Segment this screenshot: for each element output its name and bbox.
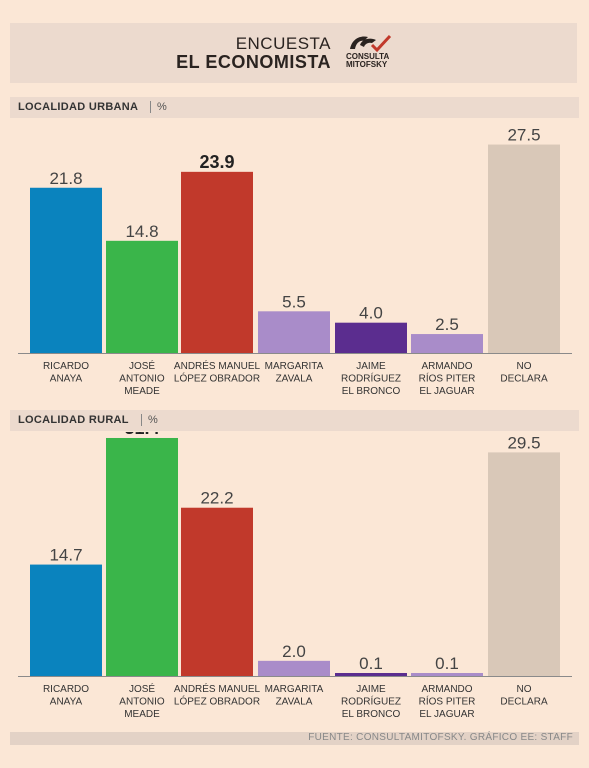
value-label-margarita-zavala: 5.5 <box>282 292 306 311</box>
bar-jose-antonio-meade <box>106 437 178 676</box>
bar-ricardo-anaya <box>30 564 102 676</box>
category-label-jose-antonio-meade: JOSÉ <box>129 359 155 372</box>
category-label-jose-antonio-meade: ANTONIO <box>119 374 165 385</box>
bar-armando-rios-piter-el-jaguar <box>411 673 483 676</box>
value-label-jaime-rodriguez-el-bronco: 0.1 <box>359 654 383 673</box>
value-label-armando-rios-piter-el-jaguar: 2.5 <box>435 315 459 334</box>
value-label-jose-antonio-meade: 31.4 <box>124 432 159 438</box>
category-label-jaime-rodriguez-el-bronco: EL BRONCO <box>342 709 401 720</box>
value-label-armando-rios-piter-el-jaguar: 0.1 <box>435 654 459 673</box>
header-line1: ENCUESTA <box>235 34 331 53</box>
category-label-jose-antonio-meade: MEADE <box>124 386 160 397</box>
bar-no-declara <box>488 452 560 676</box>
category-label-jose-antonio-meade: JOSÉ <box>129 682 155 695</box>
value-label-andres-manuel-lopez-obrador: 23.9 <box>199 152 234 172</box>
bar-margarita-zavala <box>258 311 330 353</box>
header-banner: ENCUESTA EL ECONOMISTA <box>10 23 577 83</box>
bar-andres-manuel-lopez-obrador <box>181 507 253 676</box>
category-label-jose-antonio-meade: ANTONIO <box>119 697 165 708</box>
category-label-armando-rios-piter-el-jaguar: ARMANDO <box>421 361 472 372</box>
category-label-no-declara: DECLARA <box>500 374 548 385</box>
category-label-andres-manuel-lopez-obrador: LÓPEZ OBRADOR <box>174 695 260 708</box>
category-label-andres-manuel-lopez-obrador: ANDRÉS MANUEL <box>174 682 261 695</box>
section-unit-rural: % <box>141 414 158 426</box>
category-label-margarita-zavala: MARGARITA <box>265 361 324 372</box>
value-label-ricardo-anaya: 14.7 <box>49 546 82 565</box>
value-label-no-declara: 27.5 <box>507 126 540 145</box>
category-label-armando-rios-piter-el-jaguar: RÍOS PITER <box>419 695 476 708</box>
bar-andres-manuel-lopez-obrador <box>181 171 253 353</box>
category-label-jaime-rodriguez-el-bronco: RODRÍGUEZ <box>341 695 401 708</box>
logo-text-mitofsky: MITOFSKY <box>346 60 388 69</box>
section-title-urbana: LOCALIDAD URBANA <box>18 101 139 113</box>
bar-ricardo-anaya <box>30 187 102 353</box>
category-label-armando-rios-piter-el-jaguar: EL JAGUAR <box>419 709 474 720</box>
category-label-margarita-zavala: MARGARITA <box>265 684 324 695</box>
value-label-margarita-zavala: 2.0 <box>282 642 306 661</box>
section-bar-urbana: LOCALIDAD URBANA % <box>10 97 579 118</box>
section-bar-rural: LOCALIDAD RURAL % <box>10 410 579 431</box>
footer-bar: FUENTE: CONSULTAMITOFSKY. GRÁFICO EE: ST… <box>10 732 579 745</box>
bar-armando-rios-piter-el-jaguar <box>411 334 483 353</box>
category-label-andres-manuel-lopez-obrador: LÓPEZ OBRADOR <box>174 372 260 385</box>
category-label-armando-rios-piter-el-jaguar: ARMANDO <box>421 684 472 695</box>
category-label-ricardo-anaya: ANAYA <box>50 697 83 708</box>
section-unit-urbana: % <box>150 101 167 113</box>
category-label-andres-manuel-lopez-obrador: ANDRÉS MANUEL <box>174 359 261 372</box>
category-label-armando-rios-piter-el-jaguar: RÍOS PITER <box>419 372 476 385</box>
section-title-rural: LOCALIDAD RURAL <box>18 414 129 426</box>
bar-no-declara <box>488 144 560 353</box>
category-label-jaime-rodriguez-el-bronco: JAIME <box>356 361 386 372</box>
value-label-andres-manuel-lopez-obrador: 22.2 <box>200 489 233 508</box>
header-line2: EL ECONOMISTA <box>176 52 331 72</box>
bar-jaime-rodriguez-el-bronco <box>335 673 407 676</box>
category-label-no-declara: NO <box>517 361 532 372</box>
bar-margarita-zavala <box>258 660 330 676</box>
value-label-jose-antonio-meade: 14.8 <box>125 222 158 241</box>
category-label-ricardo-anaya: RICARDO <box>43 361 89 372</box>
bar-jaime-rodriguez-el-bronco <box>335 322 407 353</box>
logo-text-consulta: CONSULTA <box>346 52 390 61</box>
logo-mark-icon <box>350 34 392 53</box>
bar-jose-antonio-meade <box>106 240 178 353</box>
category-label-jose-antonio-meade: MEADE <box>124 709 160 720</box>
category-label-no-declara: DECLARA <box>500 697 548 708</box>
category-label-margarita-zavala: ZAVALA <box>276 374 313 385</box>
category-label-jaime-rodriguez-el-bronco: JAIME <box>356 684 386 695</box>
source-note: FUENTE: CONSULTAMITOFSKY. GRÁFICO EE: ST… <box>308 732 573 743</box>
category-label-armando-rios-piter-el-jaguar: EL JAGUAR <box>419 386 474 397</box>
value-label-no-declara: 29.5 <box>507 433 540 452</box>
value-label-jaime-rodriguez-el-bronco: 4.0 <box>359 304 383 323</box>
category-label-jaime-rodriguez-el-bronco: EL BRONCO <box>342 386 401 397</box>
category-label-ricardo-anaya: ANAYA <box>50 374 83 385</box>
mitofsky-logo: CONSULTA MITOFSKY <box>346 31 396 71</box>
category-label-margarita-zavala: ZAVALA <box>276 697 313 708</box>
category-label-jaime-rodriguez-el-bronco: RODRÍGUEZ <box>341 372 401 385</box>
category-label-ricardo-anaya: RICARDO <box>43 684 89 695</box>
category-label-no-declara: NO <box>517 684 532 695</box>
value-label-ricardo-anaya: 21.8 <box>49 169 82 188</box>
